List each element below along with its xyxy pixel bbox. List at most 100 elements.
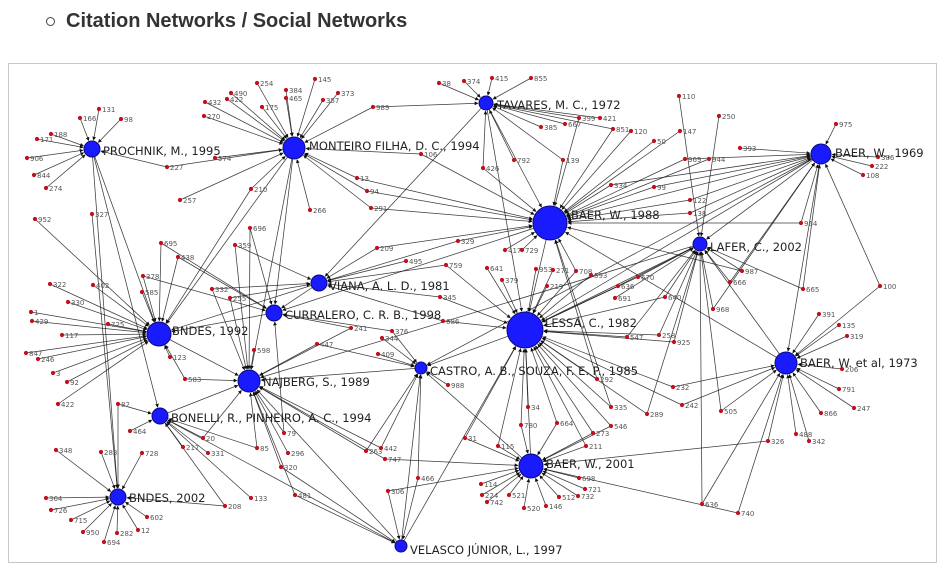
- citation-edge: [802, 164, 821, 290]
- leaf-node-label: 342: [812, 438, 825, 446]
- citation-edge: [117, 403, 152, 415]
- leaf-node: [285, 450, 291, 456]
- leaf-node: [479, 492, 485, 498]
- leaf-node-label: 944: [712, 156, 726, 164]
- leaf-node-label: 175: [265, 104, 278, 112]
- leaf-node: [98, 449, 104, 455]
- citation-edge: [700, 251, 714, 310]
- citation-edge: [304, 106, 374, 143]
- leaf-node-label: 257: [183, 197, 196, 205]
- citation-edge: [142, 275, 157, 322]
- leaf-node-label: 289: [650, 411, 663, 419]
- hub-node-baer1988: [532, 205, 568, 241]
- leaf-node: [248, 186, 254, 192]
- leaf-node: [382, 456, 388, 462]
- hub-node-label-lessa: LESSA, C., 1982: [545, 316, 637, 330]
- hub-node-label-tavares: TAVARES, M. C., 1972: [496, 98, 621, 112]
- citation-edge: [533, 285, 548, 314]
- leaf-node-label: 250: [722, 113, 735, 121]
- citation-edge: [767, 374, 785, 442]
- leaf-node: [706, 156, 712, 162]
- citation-edge: [565, 158, 686, 216]
- citation-edge: [165, 344, 186, 380]
- hub-citation-edge: [260, 243, 701, 379]
- leaf-node-label: 950: [86, 529, 99, 537]
- leaf-node-label: 357: [326, 97, 339, 105]
- leaf-node-label: 188: [54, 131, 67, 139]
- citation-edge: [492, 77, 532, 100]
- leaf-node-label: 131: [102, 106, 115, 114]
- citation-edge: [535, 345, 594, 434]
- hub-node-viana: [310, 274, 328, 292]
- hub-citation-edge: [426, 153, 822, 366]
- citation-edge: [57, 341, 149, 405]
- citation-edge: [366, 190, 533, 222]
- leaf-node: [437, 294, 443, 300]
- leaf-node-label: 322: [53, 281, 66, 289]
- citation-edge: [796, 367, 840, 390]
- leaf-node-label: 219: [550, 283, 563, 291]
- leaf-node-label: 393: [743, 145, 756, 153]
- leaf-node-label: 696: [253, 225, 267, 233]
- citation-edge: [554, 239, 598, 380]
- leaf-node: [833, 121, 839, 127]
- hub-citation-edge: [400, 374, 422, 547]
- leaf-node: [43, 185, 49, 191]
- leaf-node-label: 99: [657, 184, 666, 192]
- leaf-node-label: 292: [600, 376, 613, 384]
- leaf-node-label: 12: [141, 527, 150, 535]
- leaf-node: [608, 182, 614, 188]
- leaf-node: [608, 404, 614, 410]
- leaf-node: [628, 128, 634, 134]
- leaf-node: [575, 493, 581, 499]
- citation-edge: [55, 449, 112, 492]
- leaf-node-label: 583: [188, 376, 201, 384]
- leaf-node-label: 147: [683, 128, 696, 136]
- citation-edge: [426, 371, 449, 386]
- leaf-node: [851, 405, 857, 411]
- leaf-node: [590, 430, 596, 436]
- leaf-node-label: 145: [318, 76, 331, 84]
- leaf-node-label: 422: [230, 96, 243, 104]
- citation-edge: [445, 264, 511, 319]
- citation-edge: [552, 159, 564, 206]
- leaf-node-label: 447: [320, 341, 333, 349]
- leaf-node: [283, 95, 289, 101]
- leaf-node: [139, 450, 145, 456]
- citation-edge: [438, 82, 479, 101]
- hub-node-label-castro: CASTRO, A. B., SOUZA, F. E. P., 1985: [430, 364, 638, 378]
- leaf-node-label: 211: [589, 443, 602, 451]
- citation-edge: [387, 490, 401, 540]
- citation-edge: [202, 390, 242, 439]
- hub-citation-edge: [704, 250, 787, 364]
- hub-node-baer2001: [518, 453, 544, 479]
- leaf-node-label: 708: [579, 268, 592, 276]
- citation-edge: [387, 466, 519, 492]
- leaf-node: [644, 411, 650, 417]
- leaf-node: [612, 295, 618, 301]
- hub-citation-edge: [91, 148, 159, 408]
- leaf-node-label: 31: [468, 435, 477, 443]
- leaf-node-label: 740: [741, 510, 754, 518]
- citation-edge: [523, 478, 531, 509]
- leaf-node: [739, 268, 745, 274]
- citation-edge: [493, 102, 601, 119]
- citation-edge: [184, 378, 238, 383]
- leaf-node-label: 92: [70, 379, 79, 387]
- leaf-node: [839, 366, 845, 372]
- leaf-node-label: 258: [662, 332, 675, 340]
- leaf-node-label: 85: [260, 445, 269, 453]
- citation-edge: [249, 349, 255, 370]
- citation-edge: [825, 123, 837, 145]
- citation-edge: [168, 418, 258, 449]
- leaf-node: [440, 318, 446, 324]
- citation-edge: [480, 469, 520, 485]
- leaf-node: [489, 75, 495, 81]
- citation-edge: [256, 82, 289, 138]
- citation-edge: [115, 505, 120, 534]
- leaf-node: [101, 539, 107, 545]
- leaf-node: [254, 445, 260, 451]
- citation-edge: [230, 92, 286, 141]
- citation-edge: [542, 336, 674, 388]
- citation-edge: [534, 477, 547, 507]
